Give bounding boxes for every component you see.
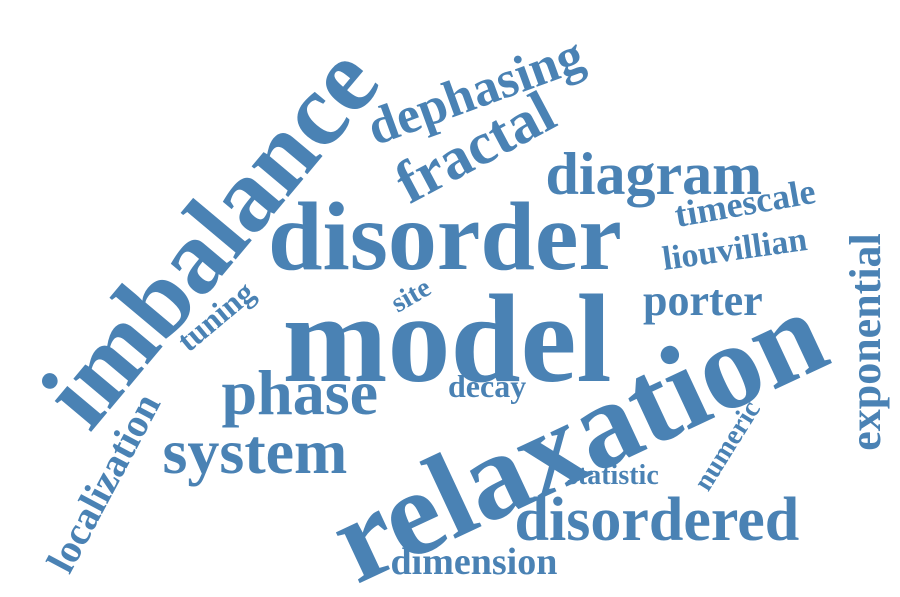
word-porter: porter [643,276,763,325]
word-disorder: disorder [268,183,622,291]
word-decay: decay [448,368,527,404]
word-diagram: diagram [545,141,763,207]
word-statistic: statistic [567,460,659,491]
word-system: system [162,416,348,487]
word-phase: phase [221,357,379,428]
word-model: model [282,270,612,409]
word-dimension: dimension [390,541,558,583]
word-disordered: disordered [514,486,800,554]
word-exponential: exponential [840,233,890,451]
